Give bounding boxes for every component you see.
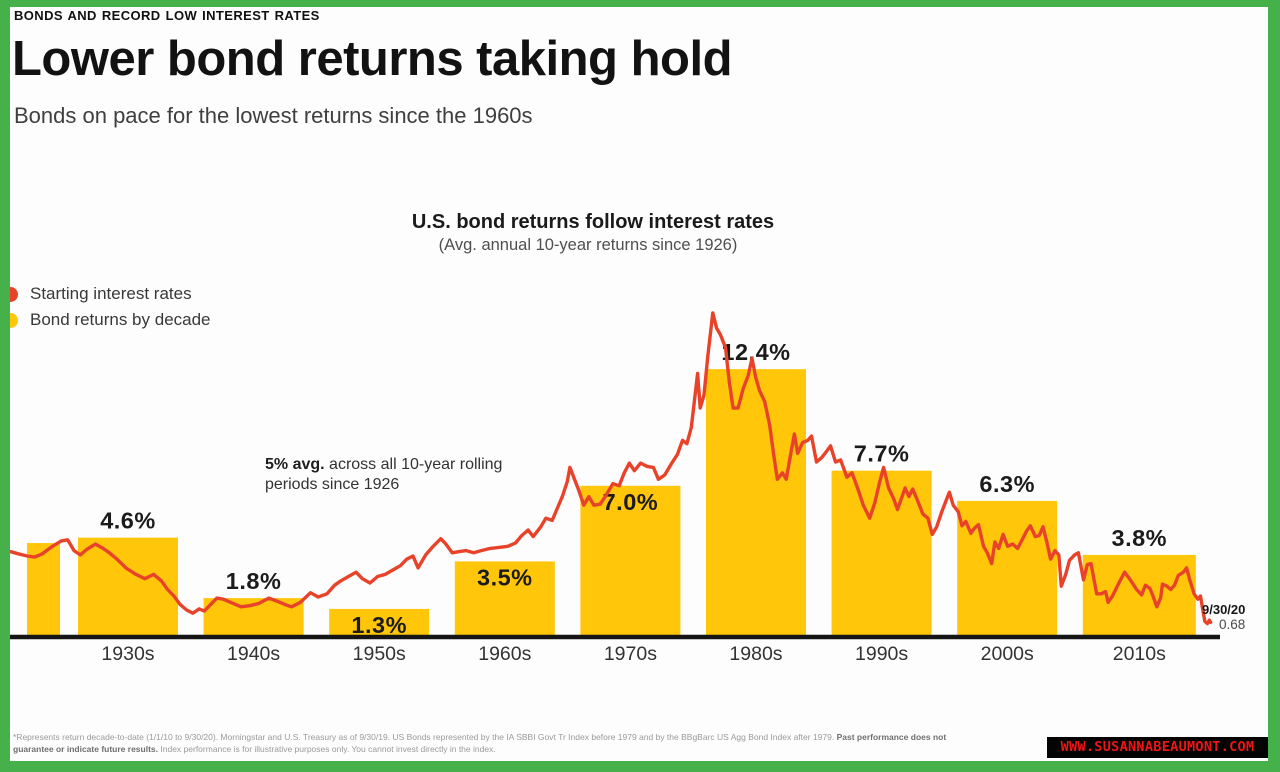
axis-label-1950s: 1950s [353, 643, 406, 665]
bar-2000s [957, 500, 1058, 637]
chart-title: U.S. bond returns follow interest rates [411, 211, 775, 233]
bar-value-label-2000s: 6.3% [979, 471, 1035, 497]
bar-value-label-2010s: 3.8% [1112, 525, 1168, 551]
bar-partial [27, 543, 60, 637]
bar-value-label-1930s: 4.6% [100, 508, 156, 534]
interest-rate-line [10, 311, 1213, 626]
legend-item-interest-rates: Starting interest rates [10, 281, 211, 307]
bar-value-label-1940s: 1.8% [226, 568, 282, 594]
bar-1980s [706, 369, 806, 637]
bar-1930s [78, 537, 178, 637]
bar-value-label-1990s: 7.7% [854, 441, 910, 467]
axis-label-1970s: 1970s [604, 643, 657, 665]
axis-label-2000s: 2000s [981, 643, 1034, 665]
watermark: WWW.SUSANNABEAUMONT.COM [1047, 737, 1268, 758]
bar-1950s [329, 608, 430, 637]
kicker: BONDS AND RECORD LOW INTEREST RATES [14, 8, 320, 23]
footnote-text: Index performance is for illustrative pu… [158, 743, 496, 754]
canvas: BONDS AND RECORD LOW INTEREST RATES Lowe… [10, 7, 1268, 761]
footnote: *Represents return decade-to-date (1/1/1… [13, 732, 1263, 755]
bar-value-label-1950s: 1.3% [351, 612, 407, 638]
line-end-date: 9/30/20 [1202, 602, 1246, 617]
chart-svg: 1930s 4.6% 1940s 1.8% 1950s 1.3% 1960s 3.5% 1970… [10, 311, 1220, 665]
legend-item-bond-returns: Bond returns by decade [10, 307, 211, 333]
footnote-text: *Represents return decade-to-date (1/1/1… [13, 732, 837, 742]
line-series-swatch-icon [10, 286, 18, 302]
page-subtitle: Bonds on pace for the lowest returns sin… [14, 103, 533, 128]
bar-value-label-1970s: 7.0% [603, 489, 659, 515]
axis-label-1930s: 1930s [101, 643, 154, 665]
legend-label: Starting interest rates [30, 284, 192, 303]
bar-2010s [1082, 554, 1196, 637]
annotation-note: 5% avg. across all 10-year rolling perio… [265, 455, 503, 495]
bar-series-swatch-icon [10, 312, 18, 328]
line-end-value: 0.68 [1219, 617, 1246, 632]
footnote-line-2: guarantee or indicate future results. In… [13, 744, 1263, 756]
annotation-note-bold: 5% avg. [265, 456, 325, 473]
bar-1960s [454, 561, 555, 637]
bar-value-label-1960s: 3.5% [477, 564, 533, 590]
axis-label-1990s: 1990s [855, 643, 908, 665]
bar-1970s [580, 485, 681, 637]
page-title: Lower bond returns taking hold [12, 32, 733, 86]
annotation-note-rest: across all 10-year rolling periods since… [265, 456, 503, 493]
bar-value-label-1980s: 12.4% [721, 339, 790, 365]
footnote-line-1: *Represents return decade-to-date (1/1/1… [13, 732, 1263, 744]
axis-label-1940s: 1940s [227, 643, 280, 665]
chart-subtitle: (Avg. annual 10-year returns since 1926) [438, 236, 738, 254]
footnote-text-bold: guarantee or indicate future results. [13, 743, 159, 754]
axis-label-2010s: 2010s [1113, 643, 1166, 665]
axis-label-1960s: 1960s [478, 643, 531, 665]
legend: Starting interest rates Bond returns by … [10, 281, 211, 333]
footnote-text-bold: Past performance does not [836, 732, 947, 742]
axis-label-1980s: 1980s [729, 643, 782, 665]
legend-label: Bond returns by decade [30, 310, 211, 329]
